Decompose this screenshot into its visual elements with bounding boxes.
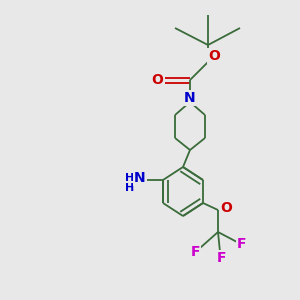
Text: F: F	[217, 251, 227, 265]
Text: O: O	[220, 201, 232, 215]
Text: H: H	[125, 173, 135, 183]
Text: O: O	[151, 73, 163, 87]
Text: N: N	[184, 91, 196, 105]
Text: F: F	[237, 237, 247, 251]
Text: N: N	[134, 171, 146, 185]
Text: H: H	[125, 183, 135, 193]
Text: O: O	[208, 49, 220, 63]
Text: F: F	[190, 245, 200, 259]
